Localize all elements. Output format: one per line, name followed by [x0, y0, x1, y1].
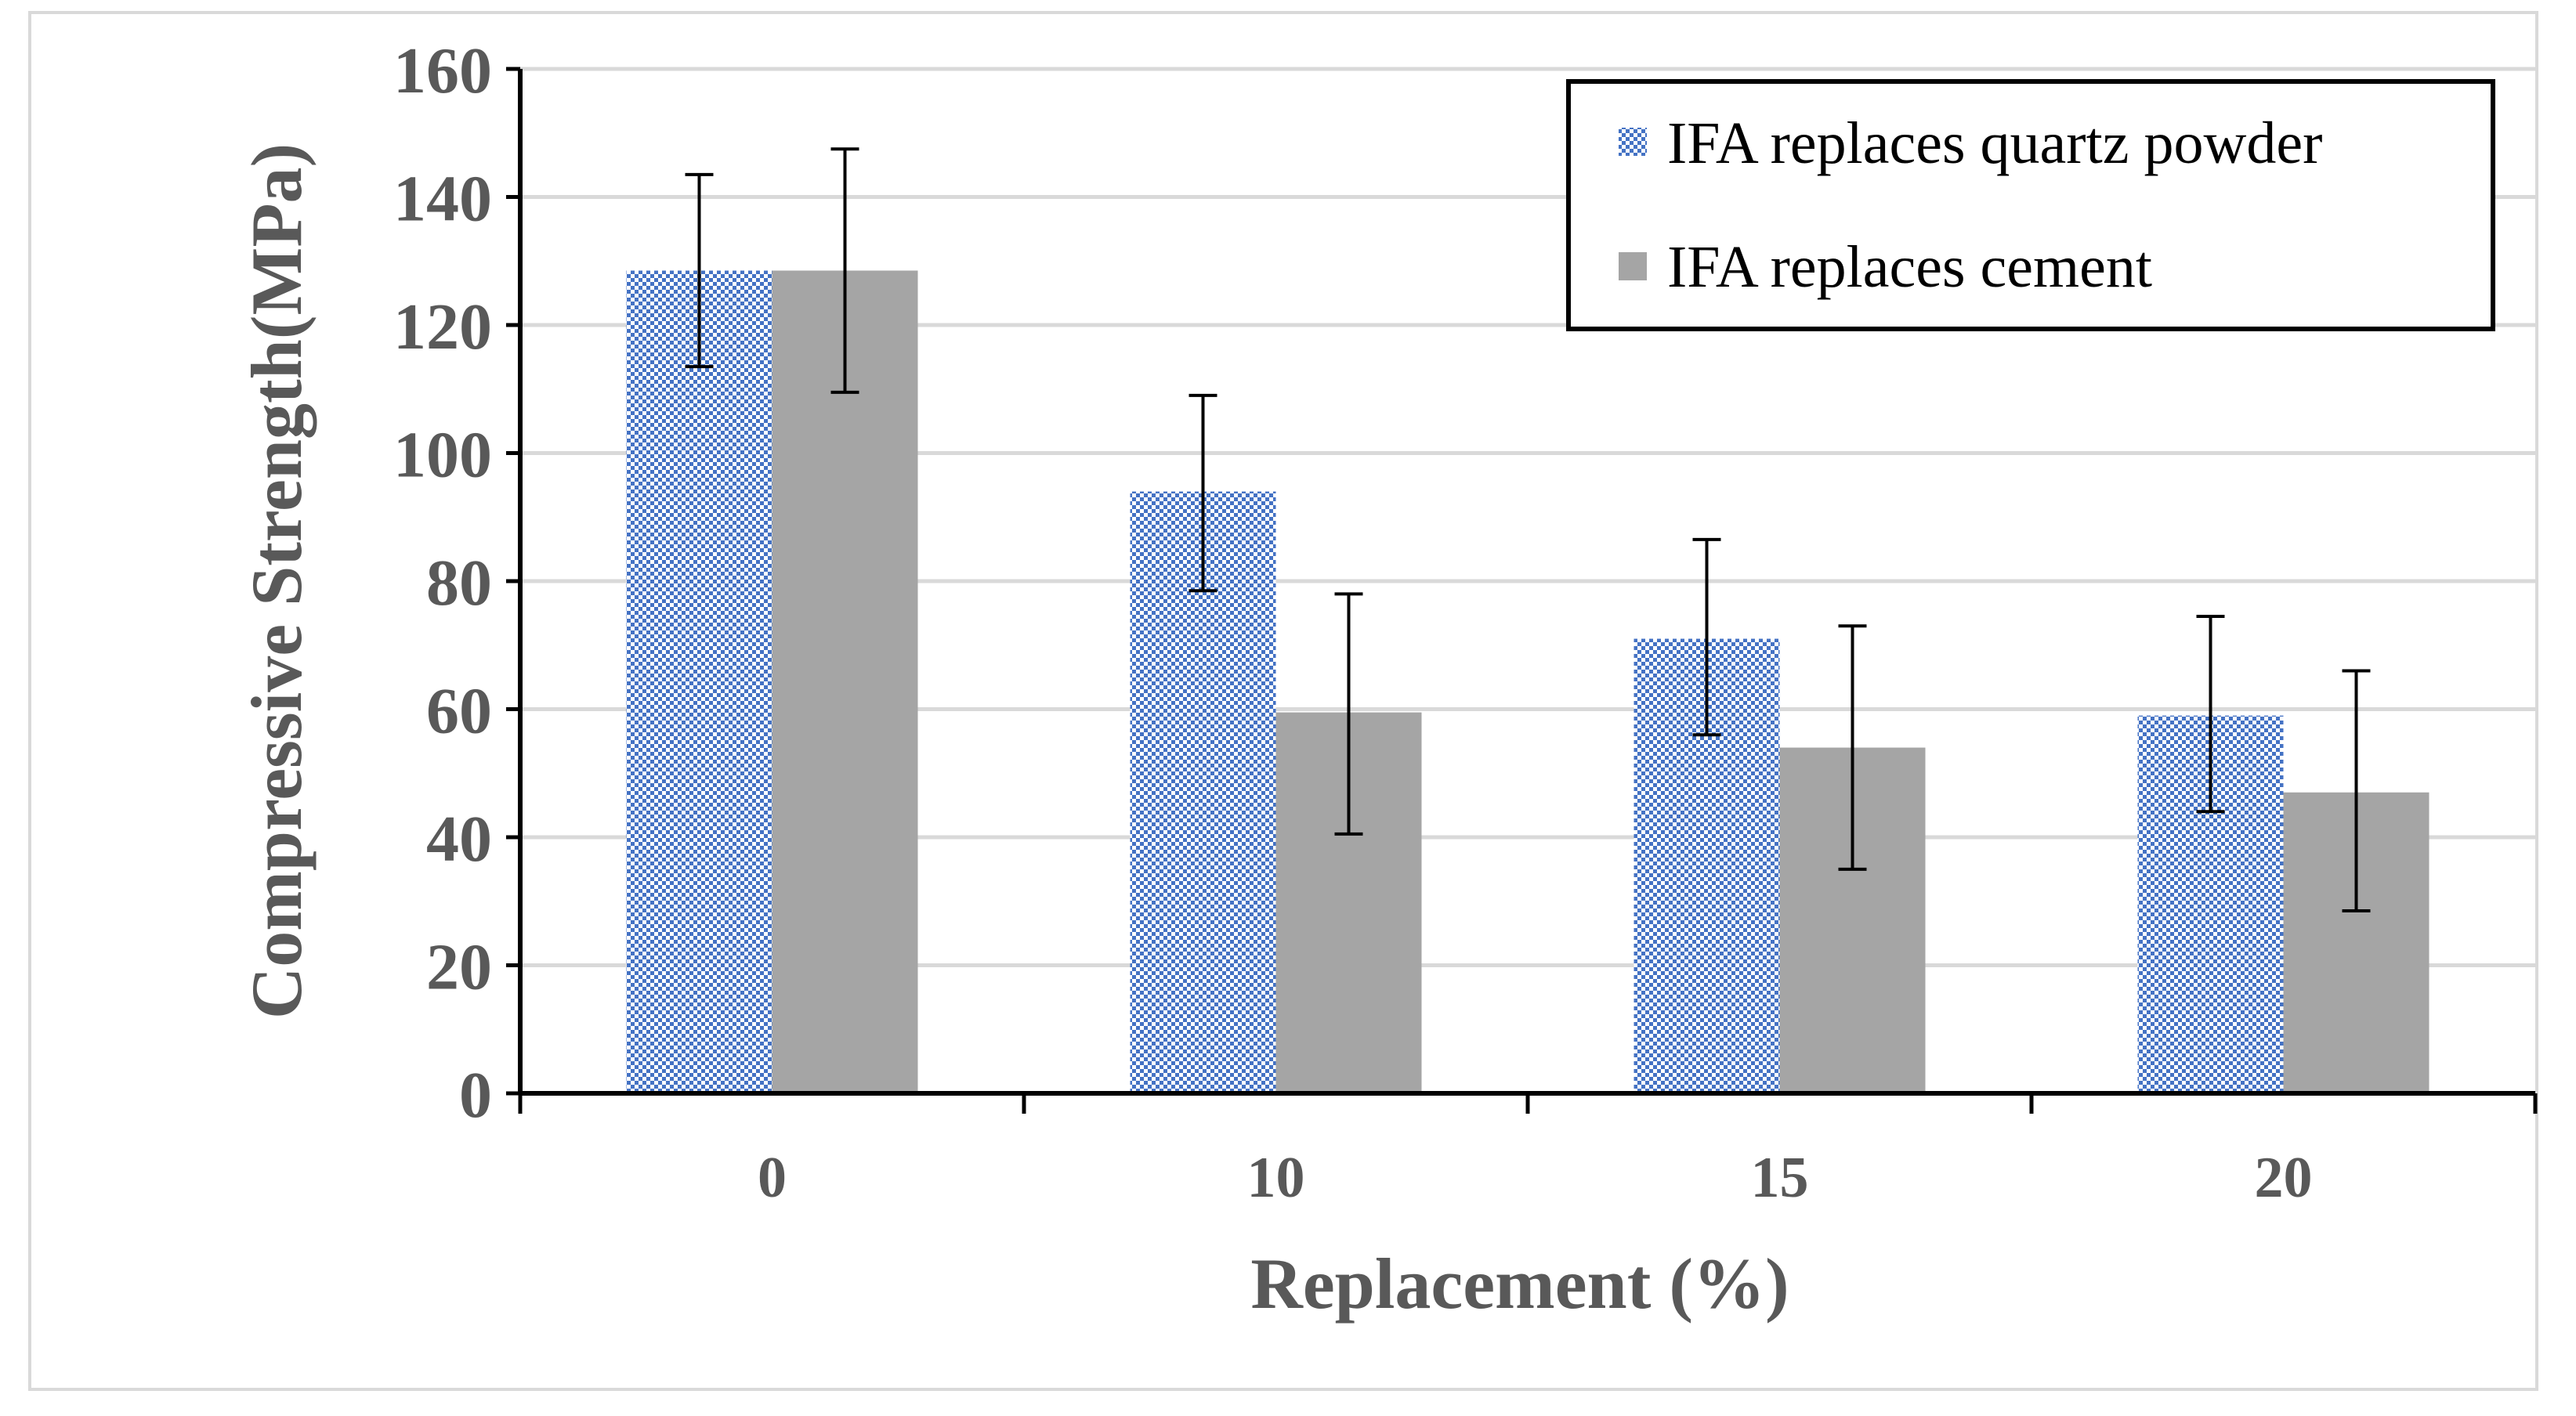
- bars: [626, 270, 2429, 1094]
- y-axis-title: Compressive Strength(MPa): [237, 143, 317, 1019]
- y-tick-label-40: 40: [426, 803, 492, 876]
- error-bar-quartz-0: [685, 172, 714, 369]
- error-bar-quartz-15: [1692, 537, 1721, 737]
- legend-label-quartz: IFA replaces quartz powder: [1667, 110, 2322, 176]
- x-tick-label-10: 10: [1247, 1146, 1305, 1210]
- error-bar-quartz-10: [1189, 393, 1217, 593]
- y-tick-label-20: 20: [426, 931, 492, 1004]
- y-tick-label-0: 0: [459, 1059, 492, 1132]
- legend-box: [1566, 79, 2495, 331]
- error-bar-cement-10: [1334, 592, 1363, 836]
- error-bar-cement-15: [1838, 624, 1867, 871]
- x-tick-label-0: 0: [758, 1146, 787, 1210]
- bar-cement-0: [772, 270, 918, 1094]
- y-tick-label-100: 100: [393, 419, 492, 492]
- y-tick-label-160: 160: [393, 34, 492, 107]
- axes: 0 20 40 60 80 100 120 140 160 0 10 15 20: [393, 34, 2538, 1210]
- legend: IFA replaces quartz powder IFA replaces …: [1566, 79, 2495, 331]
- y-tick-label-80: 80: [426, 547, 492, 620]
- legend-swatch-cement: [1619, 252, 1647, 280]
- y-tick-label-120: 120: [393, 291, 492, 363]
- error-bar-cement-20: [2342, 669, 2371, 913]
- x-tick-label-15: 15: [1751, 1146, 1809, 1210]
- error-bar-cement-0: [830, 147, 859, 394]
- y-tick-label-60: 60: [426, 675, 492, 748]
- error-bars: [685, 147, 2371, 913]
- x-axis-title: Replacement (%): [1250, 1244, 1789, 1324]
- y-tick-label-140: 140: [393, 163, 492, 236]
- error-bar-quartz-20: [2196, 614, 2225, 814]
- legend-label-cement: IFA replaces cement: [1667, 234, 2152, 300]
- axis-labels: Replacement (%) Compressive Strength(MPa…: [237, 143, 1789, 1324]
- x-tick-label-20: 20: [2255, 1146, 2313, 1210]
- bar-quartz-0: [626, 270, 772, 1094]
- legend-swatch-quartz: [1619, 128, 1647, 156]
